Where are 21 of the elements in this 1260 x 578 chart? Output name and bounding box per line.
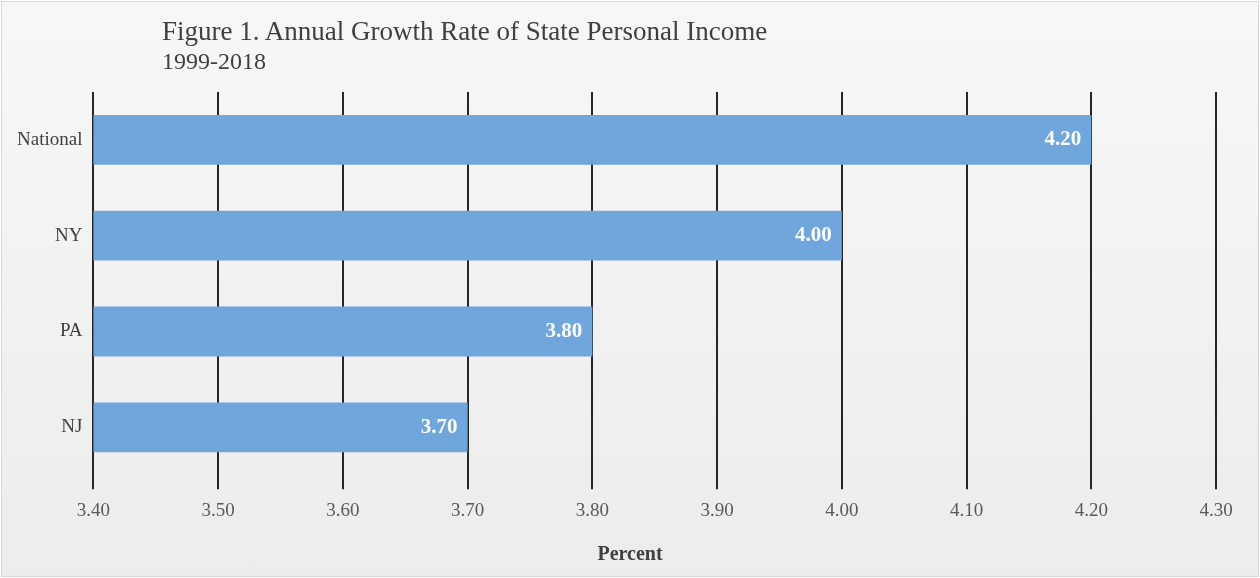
x-tick-label: 3.50 bbox=[201, 498, 235, 520]
data-label: 3.80 bbox=[545, 317, 583, 342]
x-tick-label: 3.80 bbox=[575, 498, 609, 520]
x-tick-label: 3.90 bbox=[700, 498, 734, 520]
x-tick-label: 4.20 bbox=[1074, 498, 1108, 520]
x-tick-label: 3.40 bbox=[76, 498, 111, 520]
data-label: 4.00 bbox=[795, 222, 832, 247]
y-tick-label: National bbox=[16, 127, 83, 149]
x-tick-label: 4.00 bbox=[825, 498, 859, 520]
x-tick-label: 3.70 bbox=[450, 498, 485, 520]
chart-title: Figure 1. Annual Growth Rate of State Personal Income bbox=[162, 16, 768, 47]
data-label: 4.20 bbox=[1044, 126, 1082, 151]
data-label: 3.70 bbox=[420, 413, 458, 438]
y-tick-label: PA bbox=[59, 319, 83, 341]
x-tick-label: 4.30 bbox=[1199, 498, 1233, 520]
x-tick-label: 4.10 bbox=[949, 498, 984, 520]
y-tick-label: NY bbox=[54, 223, 83, 245]
y-tick-label: NJ bbox=[61, 415, 83, 437]
chart-subtitle: 1999-2018 bbox=[162, 48, 266, 75]
x-axis-title: Percent bbox=[596, 542, 664, 565]
x-tick-label: 3.60 bbox=[326, 498, 360, 520]
